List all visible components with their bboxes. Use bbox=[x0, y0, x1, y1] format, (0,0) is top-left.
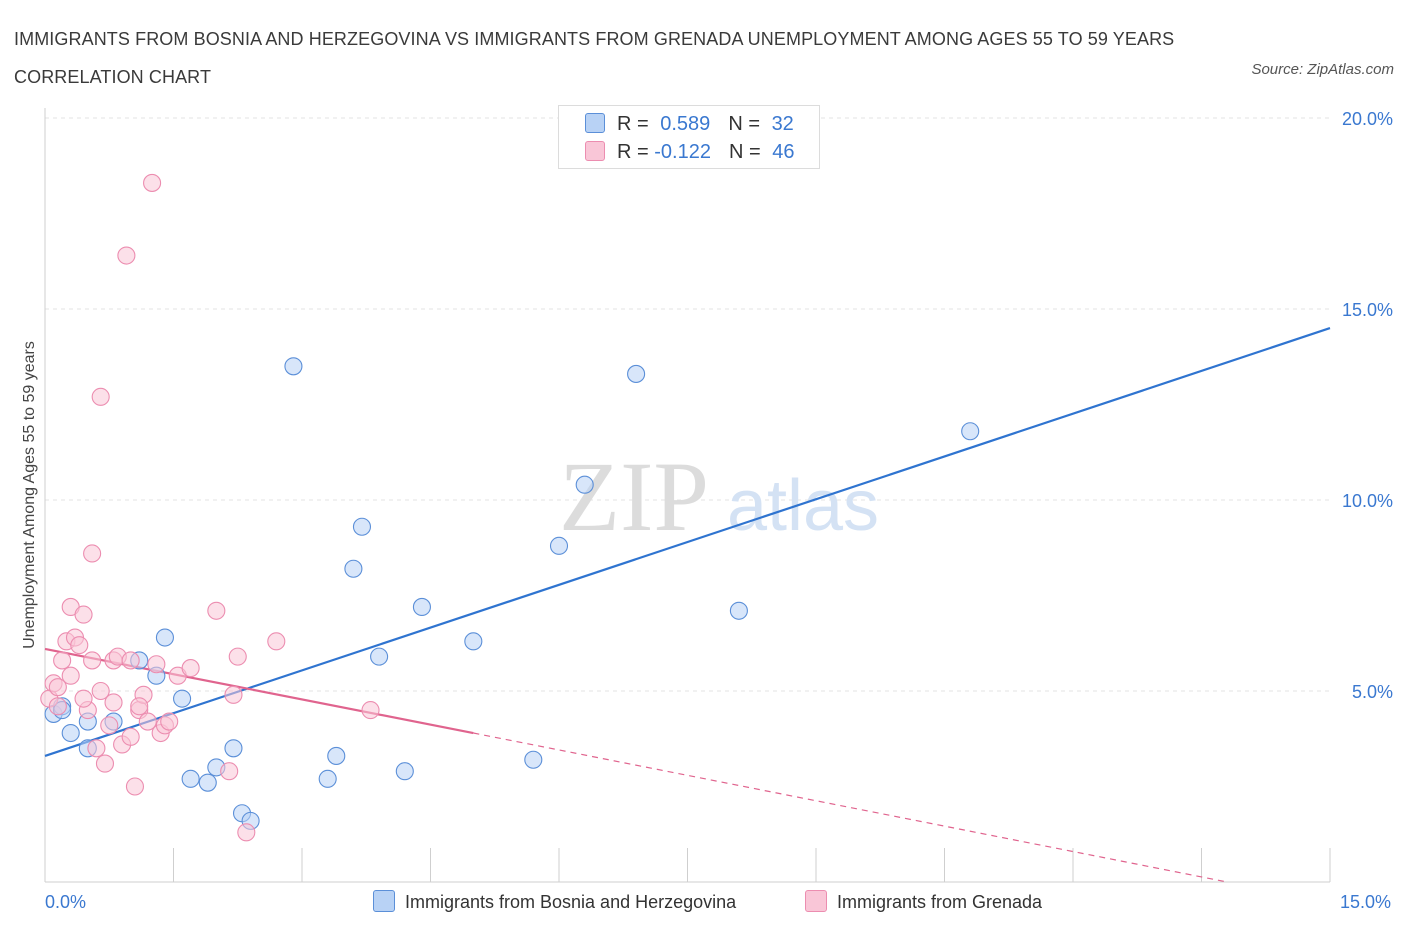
point-grenada bbox=[83, 651, 102, 670]
point-bosnia bbox=[352, 517, 372, 536]
blue-swatch bbox=[585, 113, 605, 133]
point-bosnia bbox=[318, 769, 337, 788]
stats-row-grenada: R = -0.122 N = 46 bbox=[585, 140, 794, 164]
point-bosnia bbox=[224, 739, 243, 758]
point-bosnia bbox=[524, 750, 543, 769]
point-bosnia bbox=[173, 689, 192, 708]
point-grenada bbox=[61, 666, 80, 685]
trend-extension-grenada bbox=[473, 732, 1228, 883]
y-tick-labels: 5.0% 10.0% 15.0% 20.0% bbox=[1342, 109, 1393, 702]
point-bosnia bbox=[627, 364, 646, 383]
legend-item-bosnia[interactable]: Immigrants from Bosnia and Herzegovina bbox=[373, 890, 736, 913]
point-grenada bbox=[74, 605, 93, 624]
watermark: ZIP atlas bbox=[559, 441, 879, 552]
point-grenada bbox=[48, 697, 67, 716]
point-bosnia bbox=[464, 632, 483, 651]
r-label: R = bbox=[617, 113, 655, 135]
point-grenada bbox=[100, 716, 119, 735]
point-bosnia bbox=[61, 723, 80, 743]
point-grenada bbox=[91, 387, 110, 406]
point-grenada bbox=[53, 651, 72, 670]
y-tick-label: 15.0% bbox=[1342, 300, 1393, 320]
point-grenada bbox=[267, 632, 286, 651]
point-grenada bbox=[143, 173, 162, 192]
r-value: 0.589 bbox=[660, 113, 711, 135]
r-value: -0.122 bbox=[654, 141, 711, 163]
n-label: N = bbox=[728, 113, 766, 135]
point-grenada bbox=[121, 727, 140, 746]
point-grenada bbox=[138, 712, 157, 731]
stats-row-bosnia: R = 0.589 N = 32 bbox=[585, 112, 794, 136]
point-grenada bbox=[91, 681, 110, 701]
point-grenada bbox=[104, 693, 123, 712]
n-value: 46 bbox=[772, 141, 795, 163]
point-bosnia bbox=[198, 773, 217, 792]
point-grenada bbox=[83, 544, 102, 563]
point-grenada bbox=[181, 659, 200, 678]
data-points bbox=[40, 173, 980, 842]
trend-lines bbox=[44, 327, 1331, 883]
point-bosnia bbox=[395, 762, 414, 781]
point-grenada bbox=[237, 823, 256, 842]
point-grenada bbox=[207, 601, 226, 620]
x-tick-max: 15.0% bbox=[1340, 892, 1392, 912]
point-grenada bbox=[224, 685, 243, 704]
point-grenada bbox=[70, 636, 89, 655]
y-tick-label: 10.0% bbox=[1342, 491, 1393, 511]
point-bosnia bbox=[575, 475, 594, 494]
blue-swatch bbox=[373, 890, 395, 912]
point-grenada bbox=[130, 697, 149, 716]
axes bbox=[44, 108, 1331, 883]
point-grenada bbox=[228, 647, 247, 666]
point-bosnia bbox=[284, 357, 303, 376]
point-grenada bbox=[117, 246, 136, 265]
point-bosnia bbox=[181, 769, 200, 788]
y-tick-label: 5.0% bbox=[1352, 682, 1393, 702]
source-label: Source: ZipAtlas.com bbox=[1251, 61, 1394, 78]
point-bosnia bbox=[729, 601, 748, 620]
point-grenada bbox=[160, 712, 179, 731]
grid-lines bbox=[45, 117, 1330, 692]
point-grenada bbox=[147, 655, 166, 674]
point-grenada bbox=[87, 739, 106, 758]
y-tick-label: 20.0% bbox=[1342, 109, 1393, 129]
stats-legend: R = 0.589 N = 32 R = -0.122 N = 46 bbox=[558, 105, 820, 169]
point-bosnia bbox=[370, 647, 389, 666]
point-grenada bbox=[74, 689, 93, 708]
n-value: 32 bbox=[771, 113, 794, 135]
point-bosnia bbox=[549, 536, 569, 555]
point-grenada bbox=[95, 754, 115, 773]
point-bosnia bbox=[961, 422, 980, 441]
watermark-atlas: atlas bbox=[727, 466, 879, 546]
pink-swatch bbox=[585, 141, 605, 161]
point-grenada bbox=[121, 651, 140, 670]
point-bosnia bbox=[412, 597, 431, 617]
point-bosnia bbox=[344, 559, 363, 578]
x-tick-min: 0.0% bbox=[45, 892, 87, 912]
chart-title: IMMIGRANTS FROM BOSNIA AND HERZEGOVINA V… bbox=[14, 29, 1175, 87]
legend-label: Immigrants from Grenada bbox=[837, 892, 1043, 912]
point-grenada bbox=[48, 678, 67, 697]
legend-label: Immigrants from Bosnia and Herzegovina bbox=[405, 892, 737, 912]
point-bosnia bbox=[155, 628, 174, 647]
point-grenada bbox=[220, 762, 239, 781]
n-label: N = bbox=[728, 141, 767, 163]
legend-item-grenada[interactable]: Immigrants from Grenada bbox=[805, 890, 1042, 913]
trend-line-bosnia bbox=[44, 327, 1331, 757]
point-grenada bbox=[361, 701, 380, 720]
point-grenada bbox=[125, 777, 144, 796]
point-bosnia bbox=[327, 746, 346, 765]
pink-swatch bbox=[805, 890, 827, 912]
watermark-zip: ZIP bbox=[559, 441, 709, 552]
r-label: R = bbox=[617, 141, 655, 163]
